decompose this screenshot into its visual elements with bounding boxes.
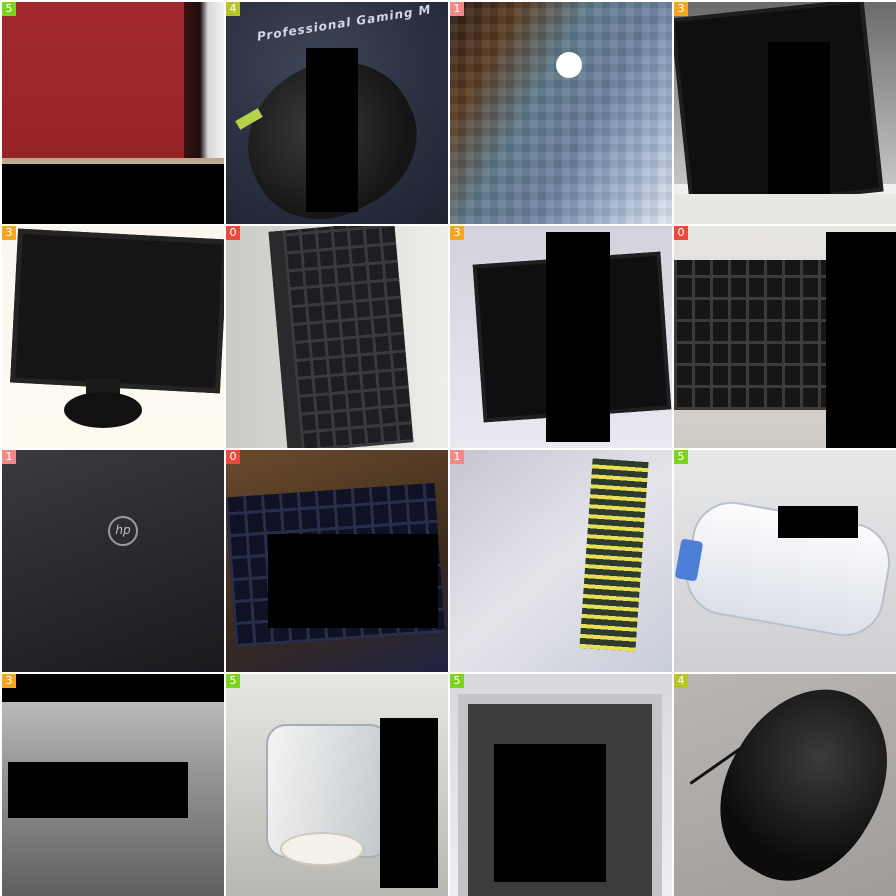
class-label: 5 [450, 674, 464, 688]
monitor-stand [86, 378, 120, 396]
occlusion-box [268, 534, 438, 628]
class-label: 5 [2, 2, 16, 16]
occlusion-box [768, 42, 830, 194]
tile-8[interactable]: 0 [674, 226, 896, 448]
class-label: 3 [674, 2, 688, 16]
class-label: 1 [450, 450, 464, 464]
occlusion-box [2, 674, 224, 702]
tile-7[interactable]: 3 [450, 226, 672, 448]
tile-15[interactable]: 5 [450, 674, 672, 896]
tile-16[interactable]: 4 [674, 674, 896, 896]
class-label: 4 [226, 2, 240, 16]
keyboard-shape [268, 226, 414, 448]
tile-10[interactable]: 0 [226, 450, 448, 672]
class-label: 1 [2, 450, 16, 464]
class-label: 3 [2, 226, 16, 240]
occlusion-box [8, 762, 188, 818]
class-label: 5 [226, 674, 240, 688]
keyboard-shape [674, 260, 834, 410]
tile-image [450, 2, 672, 224]
monitor-screen [10, 228, 224, 394]
occlusion-box [778, 506, 858, 538]
tile-3[interactable]: 1 [450, 2, 672, 224]
tile-9[interactable]: hp 1 [2, 450, 224, 672]
class-label: 1 [450, 2, 464, 16]
class-label: 3 [450, 226, 464, 240]
occlusion-box [494, 744, 606, 882]
class-label: 0 [674, 226, 688, 240]
tile-5[interactable]: 3 [2, 226, 224, 448]
occlusion-box [546, 232, 610, 442]
floor-strip [674, 194, 896, 224]
tile-6[interactable]: 0 [226, 226, 448, 448]
occlusion-box [2, 164, 224, 224]
tile-2[interactable]: Professional Gaming M 4 [226, 2, 448, 224]
occlusion-box [826, 232, 896, 448]
tile-1[interactable]: 5 [2, 2, 224, 224]
tile-11[interactable]: 1 [450, 450, 672, 672]
tile-14[interactable]: 5 [226, 674, 448, 896]
tile-12[interactable]: 5 [674, 450, 896, 672]
tile-13[interactable]: 3 [2, 674, 224, 896]
class-label: 3 [2, 674, 16, 688]
class-label: 0 [226, 450, 240, 464]
laptop-logo-icon: hp [108, 516, 138, 546]
occlusion-box [380, 718, 438, 888]
class-label: 0 [226, 226, 240, 240]
jar-lid [280, 832, 364, 866]
tile-4[interactable]: 3 [674, 2, 896, 224]
class-label: 4 [674, 674, 688, 688]
occlusion-box [306, 48, 358, 212]
monitor-base [64, 392, 142, 428]
tile-image [2, 450, 224, 672]
logo-glow [556, 52, 582, 78]
class-label: 5 [674, 450, 688, 464]
